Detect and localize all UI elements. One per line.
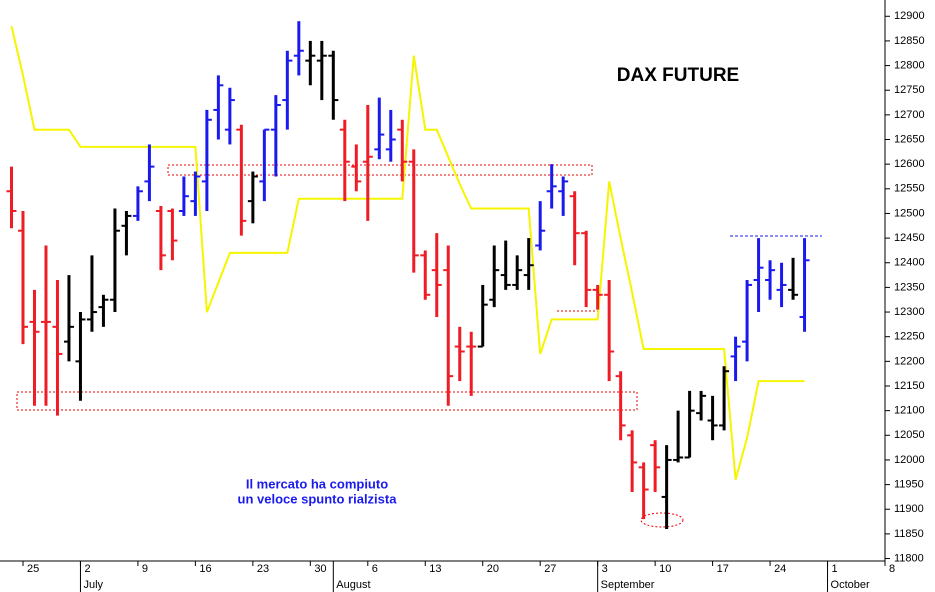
y-tick-label: 12200 xyxy=(894,355,925,367)
x-tick-label: 1 xyxy=(832,563,838,575)
x-tick-label: 23 xyxy=(257,563,269,575)
low-marker xyxy=(640,512,684,528)
y-tick-label: 12400 xyxy=(894,257,925,269)
y-tick-label: 12550 xyxy=(894,183,925,195)
x-tick-label: 9 xyxy=(142,563,148,575)
x-tick-label: 27 xyxy=(544,563,556,575)
x-tick-label: 10 xyxy=(659,563,671,575)
y-tick-label: 12850 xyxy=(894,35,925,47)
y-tick-label: 11900 xyxy=(894,503,924,515)
x-tick-label: 2 xyxy=(84,563,90,575)
y-tick-label: 12150 xyxy=(894,380,925,392)
y-tick-label: 12900 xyxy=(894,10,925,22)
annotation: Il mercato ha compiuto xyxy=(246,476,388,491)
y-tick-label: 11950 xyxy=(894,478,924,490)
y-tick-label: 11800 xyxy=(894,552,924,564)
x-tick-label: 3 xyxy=(602,563,608,575)
y-tick-label: 12050 xyxy=(894,429,925,441)
y-tick-label: 12650 xyxy=(894,133,925,145)
resistance-zone xyxy=(167,164,593,176)
support-zone xyxy=(16,391,638,411)
month-label: October xyxy=(831,579,870,591)
y-tick-label: 12500 xyxy=(894,207,925,219)
y-tick-label: 12700 xyxy=(894,109,925,121)
y-tick-label: 12600 xyxy=(894,158,925,170)
month-label: August xyxy=(336,579,370,591)
y-tick-label: 12350 xyxy=(894,281,925,293)
annotation: un veloce spunto rialzista xyxy=(238,491,398,506)
x-tick-label: 17 xyxy=(717,563,729,575)
month-label: September xyxy=(601,579,655,591)
x-tick-label: 13 xyxy=(429,563,441,575)
y-tick-label: 12100 xyxy=(894,405,925,417)
indicator-line xyxy=(10,25,805,480)
chart-title: DAX FUTURE xyxy=(617,65,739,86)
y-tick-label: 12300 xyxy=(894,306,925,318)
x-tick-label: 16 xyxy=(199,563,211,575)
y-tick-label: 12000 xyxy=(894,454,925,466)
x-tick-label: 8 xyxy=(889,563,895,575)
x-tick-label: 6 xyxy=(372,563,378,575)
y-tick-label: 11850 xyxy=(894,528,924,540)
x-tick-label: 25 xyxy=(27,563,39,575)
y-tick-label: 12750 xyxy=(894,84,925,96)
y-tick-label: 12450 xyxy=(894,232,925,244)
x-tick-label: 30 xyxy=(314,563,326,575)
x-tick-label: 24 xyxy=(774,563,786,575)
month-label: July xyxy=(83,579,103,591)
y-tick-label: 12250 xyxy=(894,331,925,343)
x-tick-label: 20 xyxy=(487,563,499,575)
y-tick-label: 12800 xyxy=(894,59,925,71)
